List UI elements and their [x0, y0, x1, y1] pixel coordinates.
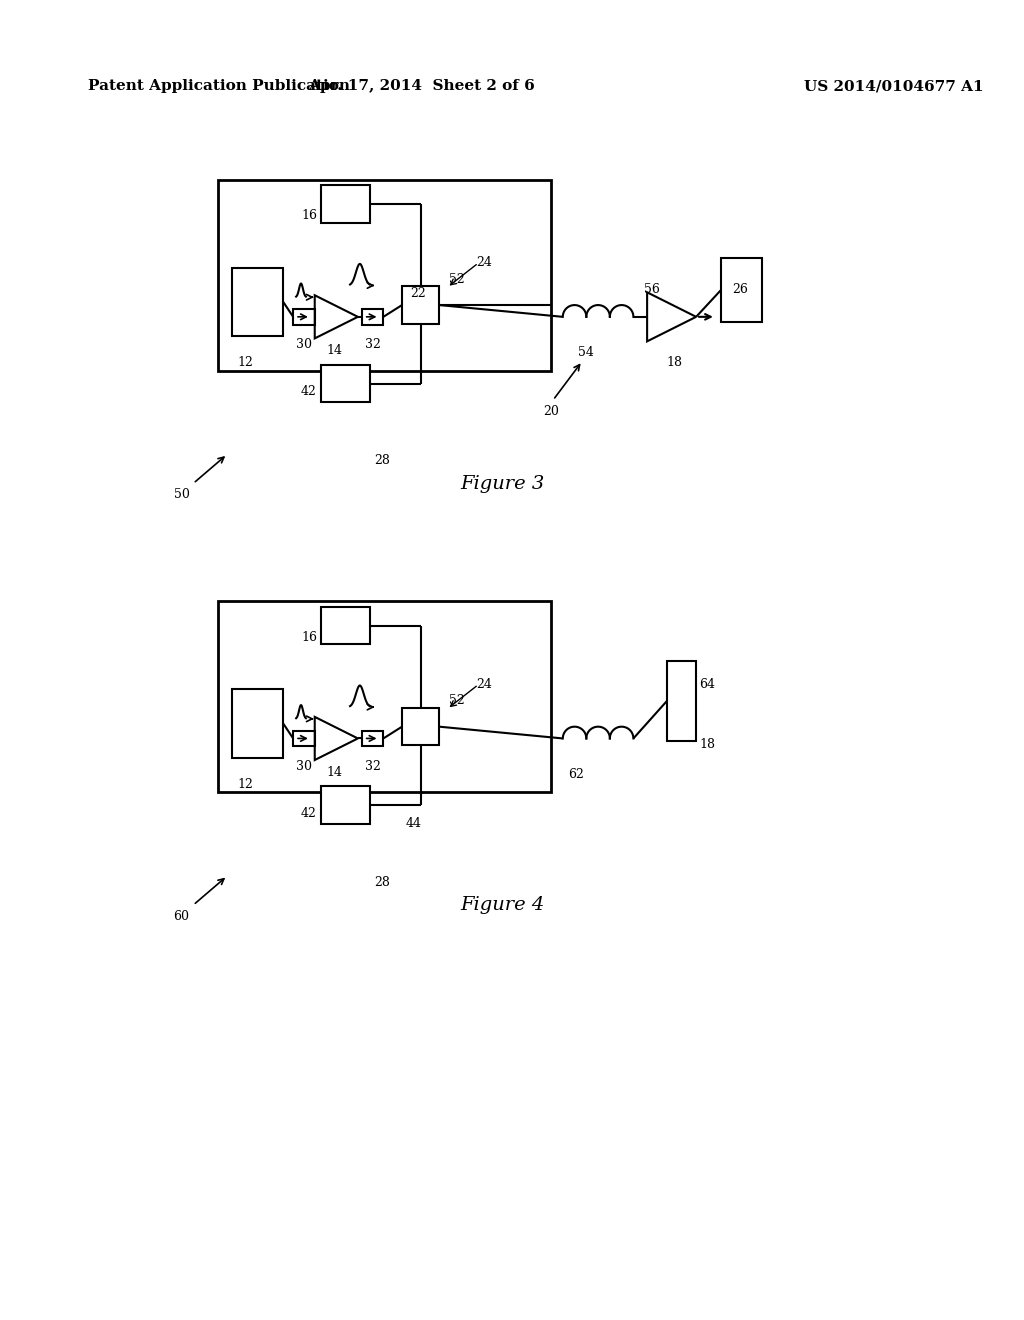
Text: 54: 54	[578, 346, 593, 359]
FancyBboxPatch shape	[321, 607, 370, 644]
Text: 30: 30	[296, 338, 312, 351]
Text: 56: 56	[644, 282, 660, 296]
Text: 42: 42	[301, 385, 316, 399]
Bar	[361, 730, 383, 746]
Text: 20: 20	[543, 405, 559, 418]
Text: 24: 24	[476, 256, 493, 269]
Text: 24: 24	[476, 677, 493, 690]
Text: 32: 32	[365, 760, 381, 774]
Text: 62: 62	[567, 768, 584, 781]
FancyBboxPatch shape	[721, 259, 762, 322]
Text: 18: 18	[667, 356, 683, 370]
Text: 12: 12	[238, 777, 253, 791]
Text: 22: 22	[410, 288, 426, 301]
Text: 12: 12	[238, 356, 253, 370]
FancyBboxPatch shape	[232, 268, 284, 337]
Text: 50: 50	[173, 488, 189, 502]
Text: 28: 28	[375, 875, 390, 888]
Text: 14: 14	[327, 766, 342, 779]
Text: Apr. 17, 2014  Sheet 2 of 6: Apr. 17, 2014 Sheet 2 of 6	[308, 79, 535, 94]
FancyBboxPatch shape	[667, 661, 696, 742]
FancyBboxPatch shape	[321, 787, 370, 824]
FancyBboxPatch shape	[232, 689, 284, 758]
Text: US 2014/0104677 A1: US 2014/0104677 A1	[804, 79, 984, 94]
FancyBboxPatch shape	[321, 185, 370, 223]
Text: 64: 64	[699, 677, 715, 690]
Text: 26: 26	[732, 282, 749, 296]
Bar	[361, 309, 383, 325]
Bar	[218, 180, 551, 371]
Text: Figure 3: Figure 3	[460, 474, 544, 492]
Text: 16: 16	[301, 209, 317, 222]
FancyBboxPatch shape	[321, 364, 370, 403]
Text: 44: 44	[406, 817, 422, 830]
Bar	[218, 601, 551, 792]
FancyBboxPatch shape	[402, 708, 439, 746]
Bar	[293, 730, 314, 746]
Text: 42: 42	[301, 807, 316, 820]
Text: 32: 32	[365, 338, 381, 351]
Text: 30: 30	[296, 760, 312, 774]
FancyBboxPatch shape	[402, 286, 439, 323]
Text: 16: 16	[301, 631, 317, 644]
Text: 52: 52	[450, 694, 465, 708]
Text: Figure 4: Figure 4	[460, 896, 544, 915]
Text: 52: 52	[450, 273, 465, 285]
Text: 14: 14	[327, 345, 342, 358]
Bar	[293, 309, 314, 325]
Text: 60: 60	[173, 909, 189, 923]
Text: Patent Application Publication: Patent Application Publication	[88, 79, 350, 94]
Text: 18: 18	[699, 738, 715, 751]
Text: 28: 28	[375, 454, 390, 467]
